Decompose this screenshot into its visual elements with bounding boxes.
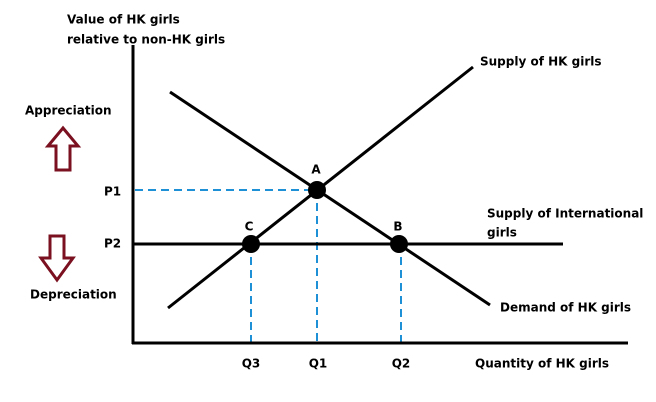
point bbox=[308, 181, 326, 199]
y-axis-title: Value of HK girls bbox=[67, 13, 180, 27]
curve-label: girls bbox=[487, 226, 517, 240]
down-arrow bbox=[38, 234, 76, 283]
curve-label: Supply of HK girls bbox=[480, 55, 602, 69]
curve-label: Supply of International bbox=[487, 207, 643, 221]
x-axis-title: Quantity of HK girls bbox=[475, 357, 609, 371]
demand-curve bbox=[169, 90, 491, 307]
point-label: C bbox=[245, 220, 254, 234]
label: Appreciation bbox=[25, 104, 111, 118]
price-label: P2 bbox=[104, 237, 121, 251]
up-arrow bbox=[44, 125, 82, 172]
quantity-label: Q1 bbox=[309, 357, 328, 371]
quantity-label: Q2 bbox=[392, 357, 411, 371]
point bbox=[242, 235, 260, 253]
curve-label: Demand of HK girls bbox=[500, 301, 631, 315]
point-label: A bbox=[311, 163, 321, 177]
quantity-label: Q3 bbox=[242, 357, 261, 371]
label: Depreciation bbox=[30, 288, 117, 302]
y-axis-title: relative to non-HK girls bbox=[67, 33, 225, 47]
point bbox=[390, 235, 408, 253]
point-label: B bbox=[393, 220, 402, 234]
price-label: P1 bbox=[104, 185, 121, 199]
